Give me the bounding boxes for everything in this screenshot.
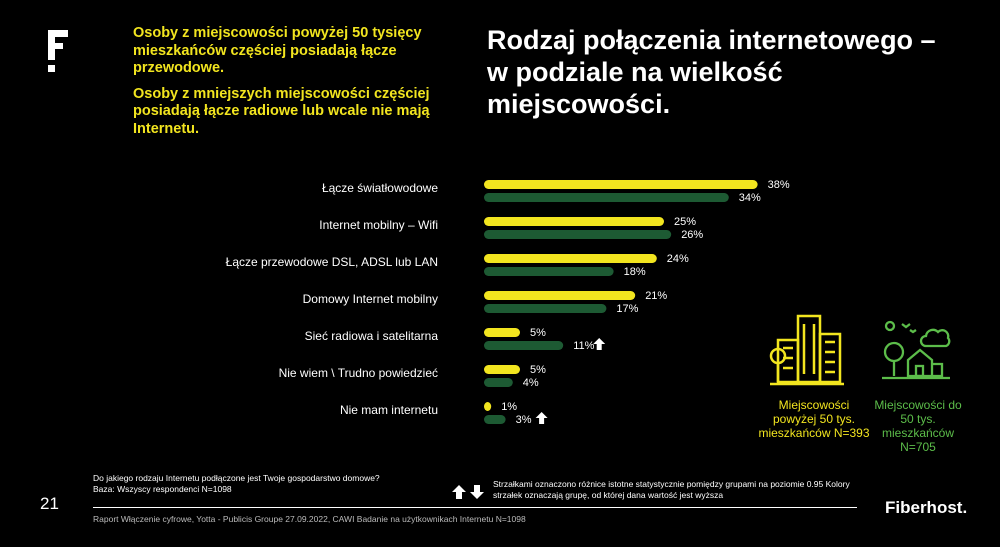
category-label: Łącze światłowodowe — [322, 181, 438, 195]
intro-paragraph-1: Osoby z miejscowości powyżej 50 tysięcy … — [133, 25, 422, 76]
data-label: 11% — [573, 340, 594, 352]
bar — [484, 254, 657, 263]
bar — [484, 402, 492, 411]
up-down-arrows-icon — [452, 485, 484, 499]
chart-title: Rodzaj połączenia internetowego – w podz… — [487, 25, 936, 119]
data-label: 5% — [530, 364, 546, 376]
base-text: Baza: Wszyscy respondenci N=1098 — [93, 484, 232, 494]
category-label: Domowy Internet mobilny — [303, 292, 438, 306]
bar — [484, 415, 506, 424]
data-label: 1% — [501, 401, 517, 413]
bar — [484, 217, 664, 226]
category-label: Internet mobilny – Wifi — [319, 218, 438, 232]
bar — [484, 180, 758, 189]
data-label: 21% — [645, 290, 667, 302]
footer-divider — [93, 507, 857, 508]
intro-paragraph-2: Osoby z mniejszych miejscowości częściej… — [133, 85, 430, 137]
group-label-small-towns: Miejscowości do 50 tys. mieszkańców N=70… — [874, 398, 962, 454]
bar — [484, 365, 520, 374]
data-label: 24% — [667, 253, 689, 265]
question-text: Do jakiego rodzaju Internetu podłączone … — [93, 473, 380, 483]
city-buildings-icon — [769, 314, 844, 386]
data-label: 34% — [739, 192, 761, 204]
data-label: 18% — [624, 266, 646, 278]
bar — [484, 230, 672, 239]
category-label: Nie wiem \ Trudno powiedzieć — [279, 366, 438, 380]
small-town-icon — [882, 320, 951, 380]
brand-f-logo — [48, 30, 68, 72]
bar — [484, 304, 607, 313]
data-label: 17% — [616, 303, 638, 315]
bar — [484, 193, 729, 202]
bar — [484, 328, 520, 337]
significance-up-arrow-icon — [593, 338, 606, 350]
bar — [484, 267, 614, 276]
data-label: 5% — [530, 327, 546, 339]
category-label: Nie mam internetu — [340, 403, 438, 417]
data-label: 26% — [681, 229, 703, 241]
page-number: 21 — [40, 494, 59, 513]
bar — [484, 341, 564, 350]
group-label-big-towns: Miejscowości powyżej 50 tys. mieszkańców… — [758, 398, 870, 440]
fiberhost-logo: Fiberhost. — [885, 498, 968, 517]
bar — [484, 291, 636, 300]
source-text: Raport Włączenie cyfrowe, Yotta - Public… — [93, 514, 526, 524]
significance-note: Strzałkami oznaczono różnice istotne sta… — [493, 479, 850, 500]
category-label: Łącze przewodowe DSL, ADSL lub LAN — [226, 255, 438, 269]
data-label: 3% — [516, 414, 532, 426]
significance-up-arrow-icon — [535, 412, 548, 424]
data-label: 4% — [523, 377, 539, 389]
footer-question: Do jakiego rodzaju Internetu podłączone … — [93, 473, 453, 495]
bar — [484, 378, 513, 387]
category-label: Sieć radiowa i satelitarna — [305, 329, 439, 343]
data-label: 38% — [768, 179, 790, 191]
intro-text: Osoby z miejscowości powyżej 50 tysięcy … — [133, 25, 463, 146]
data-label: 25% — [674, 216, 696, 228]
